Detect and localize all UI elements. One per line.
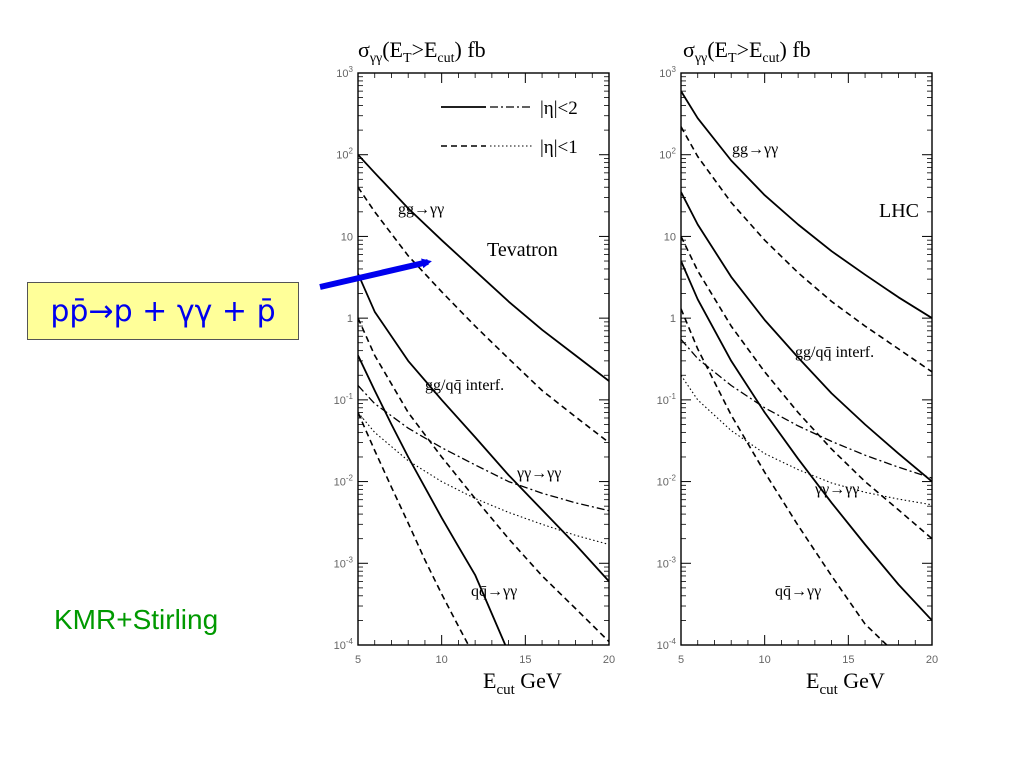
collider-label: LHC [879,200,919,222]
curve-annotation: gg→γγ [732,141,778,158]
y-tick-label: 102 [336,147,353,162]
x-axis-title: Ecut GeV [806,668,885,698]
x-tick-label: 20 [926,654,938,666]
curve-annotation: qq̄→γγ [775,583,821,600]
y-tick-label: 10-3 [334,555,354,570]
y-tick-label: 10 [664,231,676,243]
y-tick-label: 10-2 [657,474,677,489]
series-curve-solid-2 [681,191,932,483]
series-curve-solid-6 [358,355,507,645]
y-tick-label: 103 [336,65,353,80]
x-tick-label: 5 [678,654,684,666]
series-curve-dashed-3 [681,236,932,540]
series-curve-solid-0 [358,154,609,382]
series-curve-dashed-1 [681,126,932,373]
y-tick-label: 1 [670,313,676,325]
x-tick-label: 15 [842,654,854,666]
plot-frame [357,72,610,646]
author-credit: KMR+Stirling [54,604,219,635]
collider-label: Tevatron [487,239,558,261]
series-curve-dashdot-6 [681,338,932,479]
x-tick-label: 5 [355,654,361,666]
tevatron-chart: 10-4 10-3 10-2 10-1 1 10 102 103 5 10 15 20 gg→γγ gg/… [334,37,616,698]
y-axis-title: σγγ(ET>Ecut) fb [358,37,486,66]
legend-label: |η|<2 [540,98,578,119]
x-tick-label: 15 [519,654,531,666]
chart-legend: |η|<2 |η|<1 [441,98,578,158]
curve-annotation: γγ→γγ [516,465,561,482]
series-curve-dashed-7 [358,412,470,645]
pointer-arrow [319,258,432,290]
y-tick-label: 10-3 [657,555,677,570]
plot-frame [680,72,933,646]
y-tick-label: 102 [659,147,676,162]
series-curve-dashed-5 [681,308,888,645]
process-label-box: pp̄→p + γγ + p̄ [27,282,299,340]
y-tick-label: 1 [347,313,353,325]
x-tick-label: 20 [603,654,615,666]
y-tick-label: 10-2 [334,474,354,489]
y-tick-label: 10-1 [334,392,354,407]
y-tick-label: 103 [659,65,676,80]
x-tick-label: 10 [436,654,448,666]
series-curve-solid-0 [681,90,932,319]
x-tick-label: 10 [759,654,771,666]
process-label: pp̄→p + γγ + p̄ [50,293,276,329]
series-curve-dotted-7 [681,374,932,506]
y-axis-title: σγγ(ET>Ecut) fb [683,37,811,66]
legend-label: |η|<1 [540,137,578,158]
y-tick-label: 10-1 [657,392,677,407]
y-tick-label: 10-4 [334,637,354,652]
series-curve-dashed-3 [358,317,609,643]
curve-annotation: gg→γγ [398,201,444,218]
curve-annotation: gg/qq̄ interf. [425,377,504,394]
y-tick-label: 10 [341,231,353,243]
y-tick-label: 10-4 [657,637,677,652]
lhc-chart: 10-4 10-3 10-2 10-1 1 10 102 103 5 10 15 20 gg→γγ gg/… [657,37,939,698]
series-curve-dashdot-4 [358,385,609,512]
curve-annotation: γγ→γγ [814,481,859,498]
curve-annotation: qq̄→γγ [471,583,517,600]
series-curve-solid-2 [358,273,609,583]
series-curve-solid-4 [681,260,932,622]
curve-annotation: gg/qq̄ interf. [795,344,874,361]
x-axis-title: Ecut GeV [483,668,562,698]
series-curve-dashed-1 [358,186,609,444]
series-curve-dotted-5 [358,412,609,546]
